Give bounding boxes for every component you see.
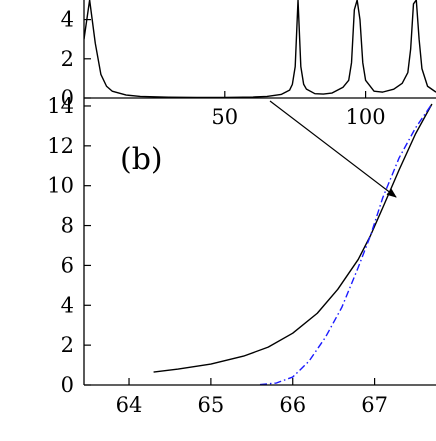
- main-x-tick-label: 66: [279, 393, 306, 417]
- main-y-tick-label: 0: [61, 373, 74, 397]
- main-x-tick-label: 67: [361, 393, 388, 417]
- inset-x-tick-labels: 50 100: [211, 105, 385, 129]
- inset-y-tick-label: 2: [61, 47, 74, 71]
- inset-plot: 50 100 0 2 4: [61, 0, 436, 129]
- main-y-tick-label: 2: [61, 333, 74, 357]
- main-x-tick-labels: 64 65 66 67: [116, 393, 388, 417]
- inset-y-tick-label: 0: [61, 86, 74, 110]
- inset-ticks: [84, 19, 367, 99]
- main-y-tick-label: 6: [61, 253, 74, 277]
- inset-x-tick-label: 100: [346, 105, 386, 129]
- inset-series-line-1: [84, 0, 436, 98]
- panel-tag: (b): [120, 142, 163, 177]
- inset-y-tick-label: 4: [61, 8, 74, 32]
- main-y-tick-label: 14: [47, 94, 74, 118]
- inset-series: [84, 0, 436, 98]
- main-x-tick-label: 64: [116, 393, 143, 417]
- zoom-arrow: [269, 100, 397, 198]
- inset-x-tick-label: 50: [211, 105, 238, 129]
- inset-y-tick-labels: 0 2 4: [61, 8, 74, 110]
- main-series-line-1: [153, 103, 433, 373]
- main-y-tick-label: 12: [47, 134, 74, 158]
- main-y-tick-labels: 0 2 4 6 8 10 12 14: [47, 94, 74, 397]
- main-y-tick-label: 4: [61, 293, 74, 317]
- main-series-line-2: [259, 103, 433, 386]
- main-plot: 64 65 66 67 0 2 4 6 8 10 12 14 (b): [47, 94, 436, 417]
- main-y-tick-label: 10: [47, 174, 74, 198]
- main-y-tick-label: 8: [61, 214, 74, 238]
- main-x-tick-label: 65: [198, 393, 225, 417]
- main-series: [153, 103, 433, 386]
